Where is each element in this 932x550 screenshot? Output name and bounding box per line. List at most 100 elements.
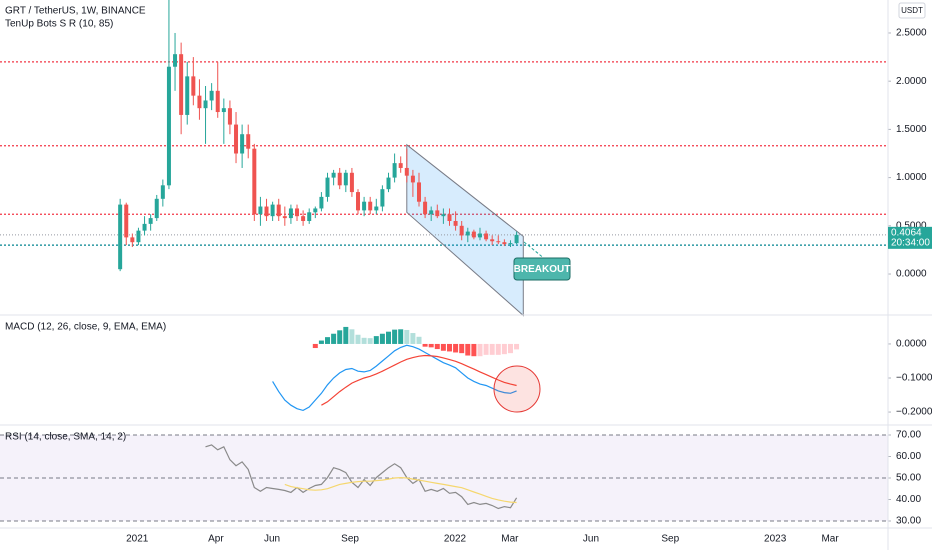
histogram-bar [331,333,337,344]
x-tick-label: Sep [341,534,359,545]
x-tick-label: Sep [661,534,679,545]
candle-body [356,192,361,211]
histogram-bar [428,343,434,348]
y-tick-label: 2.5000 [896,28,927,39]
candle-body [173,54,178,67]
candle-body [258,206,263,215]
histogram-bar [477,343,483,357]
candle-body [447,214,452,221]
histogram-bar [440,343,446,351]
candle-body [288,208,293,219]
x-tick-label: 2021 [126,534,149,545]
candle-body [362,201,367,211]
x-tick-label: 2022 [444,534,467,545]
countdown: 20:34:00 [891,237,930,248]
histogram-bar [465,343,471,356]
y-tick-label: 30.00 [896,516,921,527]
candle-body [124,204,129,238]
candle-body [301,216,306,221]
x-tick-label: Mar [501,534,519,545]
histogram-bar [349,329,355,344]
candle-body [136,230,141,243]
histogram-bar [404,329,410,344]
candle-body [410,175,415,183]
y-tick-label: −0.2000 [896,407,932,418]
histogram-bar [471,343,477,357]
candle-body [234,124,239,154]
candle-body [246,134,251,149]
x-tick-label: Mar [821,534,839,545]
x-tick-label: Jun [583,534,599,545]
candle-body [282,216,287,219]
series-line [321,354,517,406]
y-tick-label: −0.1000 [896,373,932,384]
last-price-tag [888,226,932,249]
candle-body [295,208,300,217]
breakout-arrow [523,241,546,260]
last-price: 0.4064 [891,227,922,238]
candle-body [343,172,348,186]
histogram-bar [361,337,367,344]
histogram-bar [514,343,520,350]
candle-body [319,196,324,209]
candle-body [130,237,135,243]
candle-body [477,233,482,238]
candle-body [465,231,470,236]
candle-body [154,198,159,219]
candle-body [179,54,184,115]
candle-body [416,182,421,202]
y-tick-label: 50.00 [896,473,921,484]
candle-body [313,208,318,213]
candle-body [197,95,202,109]
candle-body [307,212,312,221]
candle-body [368,201,373,211]
candle-body [227,108,232,125]
histogram-bar [379,333,385,344]
histogram-bar [422,343,428,347]
candle-body [423,201,428,215]
histogram-bar [495,343,501,355]
candle-body [191,76,196,96]
histogram-bar [312,343,318,349]
currency-box[interactable] [898,2,926,19]
candle-body [453,220,458,226]
rsi-title: RSI (14, close, SMA, 14, 2) [5,432,126,443]
histogram-bar [483,343,489,355]
candle-body [148,218,153,224]
histogram-bar [343,326,349,344]
candle-body [471,231,476,238]
histogram-bar [337,330,343,344]
indicator-title: TenUp Bots S R (10, 85) [5,19,113,30]
histogram-bar [416,336,422,344]
histogram-bar [410,333,416,344]
y-tick-label: 1.0000 [896,172,927,183]
candle-body [404,167,409,176]
y-tick-label: 0.0000 [896,339,927,350]
breakout-label: BREAKOUT [514,264,571,275]
candle-body [496,241,501,243]
candle-body [118,204,123,270]
y-tick-label: 2.0000 [896,76,927,87]
candle-body [240,134,245,154]
series-line [284,476,517,504]
candle-body [374,206,379,211]
candle-body [215,90,220,113]
histogram-bar [386,331,391,344]
candle-body [209,90,214,101]
candle-body [160,185,165,199]
histogram-bar [507,343,513,354]
chart-title: GRT / TetherUS, 1W, BINANCE [5,6,146,17]
candle-body [142,223,147,231]
histogram-bar [367,338,373,344]
candle-body [502,242,507,245]
y-tick-label: 0.5000 [896,220,927,231]
candle-body [386,177,391,190]
histogram-bar [355,334,361,344]
histogram-bar [398,329,404,344]
series-line [205,444,518,510]
currency[interactable]: USDT [901,6,923,15]
x-tick-label: 2023 [764,534,787,545]
histogram-bar [489,343,495,355]
